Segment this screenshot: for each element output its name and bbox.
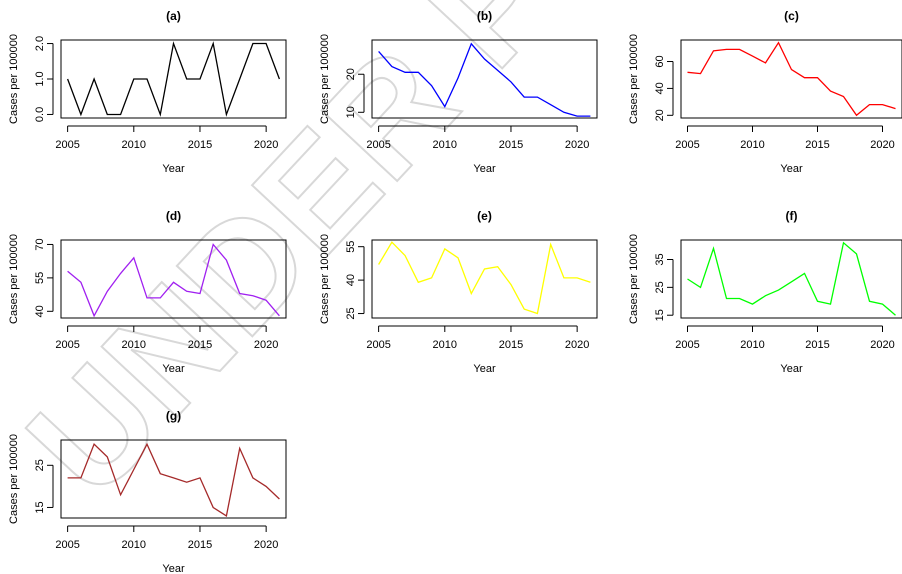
chart-title: (g) [166, 409, 181, 423]
chart-panel-7: (g) 2005 2010 2015 2020 15 25 Year Cases per 100… [8, 409, 287, 574]
series-line [378, 241, 591, 315]
chart-title: (a) [166, 9, 181, 23]
series-line [66, 41, 281, 117]
chart-panel-1: (a) 2005 2010 2015 2020 0.0 1.0 2.0 Year Cases pe… [8, 9, 287, 175]
series-line [67, 442, 280, 517]
plot-box [371, 39, 598, 119]
y-tick-label: 25 [654, 281, 666, 293]
x-tick-label: 2005 [675, 339, 699, 351]
series-line [67, 243, 280, 318]
y-tick-label: 40 [345, 274, 357, 286]
x-tick-label: 2015 [805, 339, 829, 351]
x-axis-label: Year [473, 163, 496, 175]
x-tick-label: 2010 [122, 539, 146, 551]
x-tick-label: 2005 [55, 539, 79, 551]
plot-box [680, 239, 902, 319]
y-tick-label: 55 [34, 272, 46, 284]
chart-panel-5: (e) 2005 2010 2015 2020 25 40 55 Year Cases per 1… [319, 209, 598, 375]
y-tick-label: 70 [34, 238, 46, 250]
chart-panel-2: (b) 2005 2010 2015 2020 10 20 Year Cases per 100… [319, 9, 598, 175]
y-axis-label: Cases per 100000 [628, 234, 640, 324]
y-tick-label: 35 [654, 253, 666, 265]
chart-title: (b) [477, 9, 492, 23]
series-line [687, 41, 896, 117]
x-tick-label: 2020 [254, 339, 278, 351]
x-tick-label: 2010 [122, 339, 146, 351]
x-tick-label: 2010 [740, 139, 764, 151]
y-tick-label: 25 [345, 307, 357, 319]
x-tick-label: 2020 [254, 539, 278, 551]
chart-panel-4: (d) 2005 2010 2015 2020 40 55 70 Year Cases per 1… [8, 209, 287, 375]
chart-panel-6: (f) 2005 2010 2015 2020 15 25 35 Year Cases per 1… [628, 209, 902, 375]
x-tick-label: 2020 [565, 339, 589, 351]
x-axis-label: Year [162, 163, 185, 175]
y-tick-label: 40 [34, 305, 46, 317]
y-tick-label: 25 [34, 459, 46, 471]
x-tick-label: 2010 [122, 139, 146, 151]
y-axis-label: Cases per 100000 [8, 234, 20, 324]
chart-title: (e) [477, 209, 492, 223]
y-tick-label: 40 [654, 82, 666, 94]
y-tick-label: 55 [345, 241, 357, 253]
series-line [378, 42, 591, 117]
y-tick-label: 15 [654, 309, 666, 321]
x-tick-label: 2005 [366, 139, 390, 151]
x-tick-label: 2015 [188, 539, 212, 551]
chart-title: (d) [166, 209, 181, 223]
plot-box [60, 39, 287, 119]
chart-title: (f) [786, 209, 798, 223]
chart-title: (c) [784, 9, 799, 23]
x-axis-label: Year [162, 363, 185, 375]
y-axis-label: Cases per 100000 [628, 34, 640, 124]
series-line [687, 241, 896, 316]
x-tick-label: 2010 [433, 339, 457, 351]
x-axis-label: Year [162, 563, 185, 574]
plot-box [680, 39, 902, 119]
y-axis-label: Cases per 100000 [319, 34, 331, 124]
x-tick-label: 2005 [55, 139, 79, 151]
plot-box [60, 239, 287, 319]
x-tick-label: 2020 [565, 139, 589, 151]
plot-box [371, 239, 598, 319]
y-tick-label: 10 [345, 106, 357, 118]
x-tick-label: 2005 [55, 339, 79, 351]
x-axis-label: Year [780, 163, 803, 175]
x-tick-label: 2015 [188, 339, 212, 351]
y-tick-label: 60 [654, 55, 666, 67]
x-axis-label: Year [473, 363, 496, 375]
x-tick-label: 2015 [188, 139, 212, 151]
x-tick-label: 2005 [675, 139, 699, 151]
x-axis-label: Year [780, 363, 803, 375]
plot-box [60, 439, 287, 519]
x-tick-label: 2020 [870, 339, 894, 351]
y-axis-label: Cases per 100000 [319, 234, 331, 324]
y-tick-label: 2.0 [34, 36, 46, 51]
x-tick-label: 2020 [254, 139, 278, 151]
y-axis-label: Cases per 100000 [8, 434, 20, 524]
y-axis-label: Cases per 100000 [8, 34, 20, 124]
y-tick-label: 20 [345, 68, 357, 80]
x-tick-label: 2015 [805, 139, 829, 151]
x-tick-label: 2010 [740, 339, 764, 351]
x-tick-label: 2015 [499, 139, 523, 151]
y-tick-label: 20 [654, 109, 666, 121]
x-tick-label: 2015 [499, 339, 523, 351]
x-tick-label: 2020 [870, 139, 894, 151]
y-tick-label: 0.0 [34, 107, 46, 122]
x-tick-label: 2010 [433, 139, 457, 151]
x-tick-label: 2005 [366, 339, 390, 351]
y-tick-label: 15 [34, 501, 46, 513]
y-tick-label: 1.0 [34, 71, 46, 86]
